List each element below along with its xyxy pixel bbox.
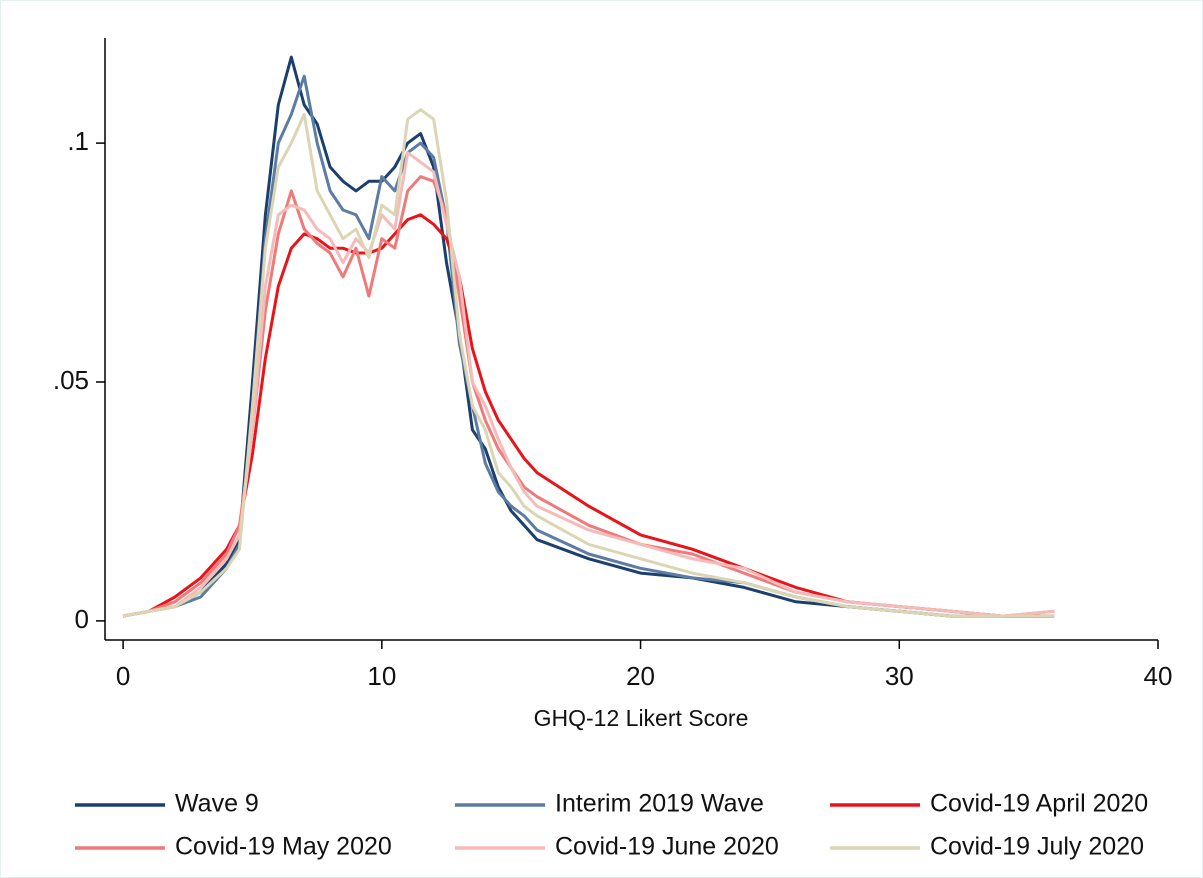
x-tick-label: 30 (885, 661, 914, 691)
series-line (122, 55, 1055, 618)
x-axis-title: GHQ-12 Likert Score (534, 705, 749, 731)
legend-label: Interim 2019 Wave (555, 790, 764, 818)
legend-label: Covid-19 July 2020 (930, 833, 1144, 861)
y-tick-label: .1 (67, 126, 89, 156)
legend-label: Covid-19 June 2020 (555, 833, 779, 861)
x-tick-label: 20 (626, 661, 655, 691)
x-tick-label: 0 (116, 661, 130, 691)
x-tick-label: 40 (1144, 661, 1173, 691)
legend-label: Wave 9 (175, 790, 259, 818)
series-line (122, 213, 1055, 618)
y-tick-label: .05 (53, 365, 89, 395)
legend-label: Covid-19 May 2020 (175, 833, 392, 861)
x-tick-label: 10 (367, 661, 396, 691)
y-tick-label: 0 (75, 604, 89, 634)
series-line (122, 151, 1055, 618)
series-line (122, 108, 1055, 618)
legend-label: Covid-19 April 2020 (930, 790, 1148, 818)
